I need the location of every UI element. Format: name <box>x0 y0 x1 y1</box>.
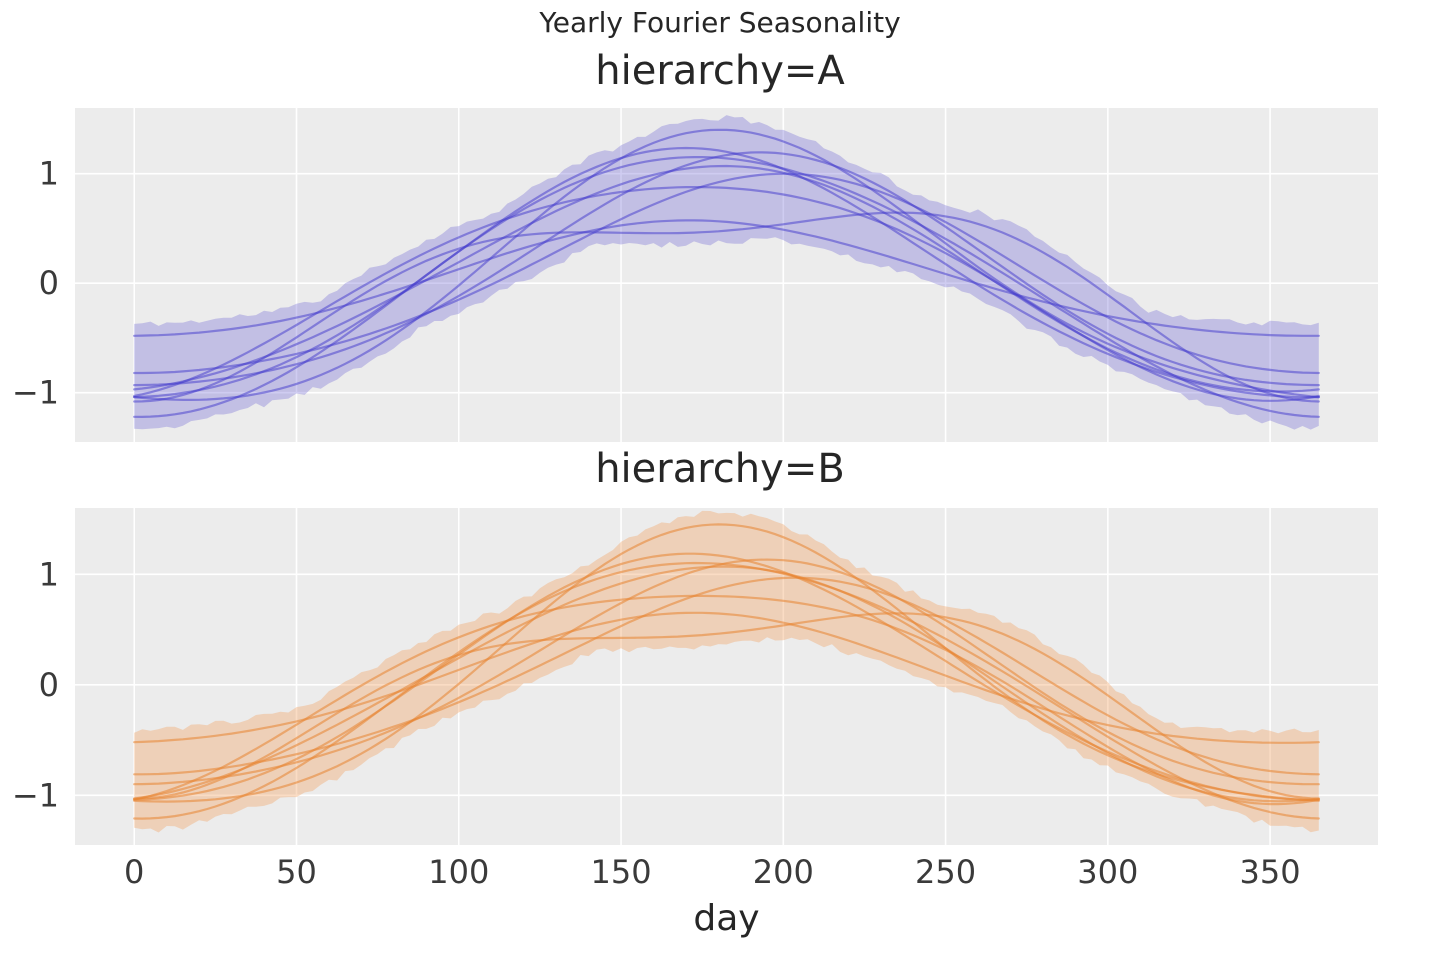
x-tick-label: 200 <box>753 853 814 891</box>
x-axis-label: day <box>693 898 760 939</box>
sample-line-sample-8 <box>133 219 1320 337</box>
x-tick-label: 150 <box>590 853 651 891</box>
sample-line-sample-7 <box>133 156 1320 419</box>
x-tick-label: 300 <box>1077 853 1138 891</box>
uncertainty-band <box>134 510 1319 833</box>
x-tick-label: 50 <box>276 853 317 891</box>
subplot-b-title: hierarchy=B <box>595 446 845 492</box>
y-tick-label: 1 <box>39 555 59 593</box>
y-tick-label: 0 <box>39 264 59 302</box>
y-tick-label: 0 <box>39 666 59 704</box>
subplot-a-title: hierarchy=A <box>595 48 845 94</box>
sample-line-sample-7 <box>133 561 1320 820</box>
sample-line-sample-5 <box>133 146 1320 399</box>
x-tick-label: 350 <box>1240 853 1301 891</box>
sample-line-sample-4 <box>133 211 1320 403</box>
sample-line-sample-3 <box>133 594 1320 806</box>
sample-line-sample-2 <box>133 128 1320 401</box>
x-tick-label: 0 <box>124 853 144 891</box>
y-tick-label: −1 <box>12 374 59 412</box>
sample-line-sample-9 <box>133 558 1320 786</box>
sample-line-sample-1 <box>133 164 1320 393</box>
sample-line-sample-2 <box>133 523 1320 803</box>
uncertainty-band <box>134 115 1319 430</box>
y-tick-label: −1 <box>12 776 59 814</box>
sample-line-sample-9 <box>133 151 1320 387</box>
sample-line-sample-8 <box>133 611 1320 744</box>
figure-title: Yearly Fourier Seasonality <box>539 6 901 39</box>
x-tick-label: 100 <box>428 853 489 891</box>
sample-line-sample-3 <box>133 186 1320 402</box>
x-tick-label: 250 <box>915 853 976 891</box>
sample-line-sample-4 <box>133 612 1320 800</box>
sample-line-sample-5 <box>133 552 1320 801</box>
y-tick-label: 1 <box>39 155 59 193</box>
